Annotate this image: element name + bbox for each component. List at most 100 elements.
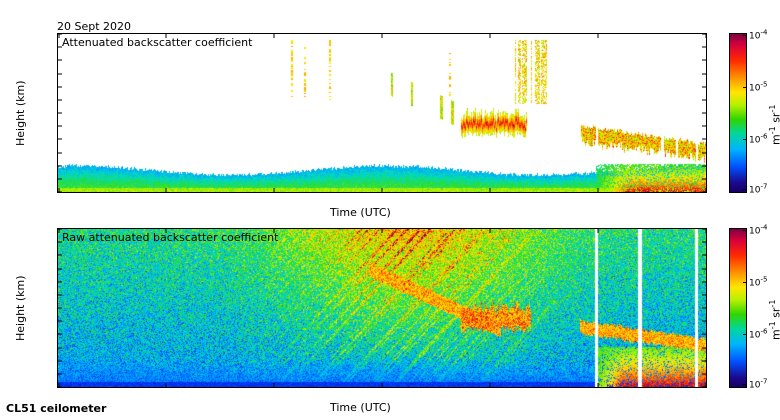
panel2-ylabel: Height (km)	[14, 275, 27, 341]
ytick-mark	[58, 178, 62, 180]
panel1-xlabel: Time (UTC)	[330, 206, 391, 219]
ytick-mark	[702, 254, 706, 256]
panel2-colorbar-label: m-1 sr-1	[768, 299, 780, 340]
ytick-mark	[58, 241, 62, 243]
xtick-mark	[381, 188, 383, 192]
ytick-mark	[58, 138, 62, 140]
panel2-xlabel: Time (UTC)	[330, 401, 391, 414]
panel1-colorbar-gradient	[730, 34, 746, 192]
ytick-mark	[702, 59, 706, 61]
colorbar2-tick: 10-6	[749, 327, 768, 341]
ytick-mark	[702, 152, 706, 153]
xtick-mark	[58, 34, 59, 38]
xtick-mark	[705, 229, 706, 233]
ytick-mark	[702, 294, 706, 296]
panel2-colorbar: 10-4 10-5 10-6 10-7	[729, 224, 767, 391]
ytick-mark	[58, 191, 62, 192]
xtick-mark	[597, 188, 599, 192]
ytick-mark	[702, 125, 706, 127]
colorbar-tick-mark	[743, 282, 746, 283]
ytick-mark	[702, 99, 706, 101]
ytick-mark	[702, 73, 706, 74]
colorbar1-tick: 10-7	[749, 182, 768, 196]
date-label: 20 Sept 2020	[57, 20, 132, 33]
colorbar-tick-mark	[743, 35, 746, 36]
ytick-mark	[58, 99, 62, 101]
xtick-mark	[273, 229, 275, 233]
xtick-mark	[705, 34, 706, 38]
attenuated-backscatter-plot	[58, 34, 706, 192]
ytick-mark	[58, 268, 62, 269]
ytick-mark	[58, 320, 62, 322]
ytick-mark	[702, 320, 706, 322]
ytick-mark	[702, 307, 706, 309]
colorbar-tick-mark	[743, 189, 746, 190]
colorbar-tick-mark	[743, 139, 746, 140]
ytick-mark	[702, 373, 706, 375]
ytick-mark	[702, 229, 706, 230]
xtick-mark	[273, 188, 275, 192]
xtick-mark	[273, 383, 275, 387]
colorbar2-tick: 10-7	[749, 377, 768, 391]
ytick-mark	[58, 333, 62, 335]
ytick-mark	[702, 191, 706, 192]
ytick-mark	[58, 125, 62, 127]
xtick-mark	[381, 229, 383, 233]
xtick-mark	[165, 383, 167, 387]
ytick-mark	[58, 34, 62, 35]
ytick-mark	[58, 373, 62, 375]
xtick-mark	[58, 229, 59, 233]
ytick-mark	[58, 360, 62, 362]
ytick-mark	[58, 46, 62, 48]
panel1-ylabel: Height (km)	[14, 80, 27, 146]
ytick-mark	[702, 34, 706, 35]
panel-raw-attenuated-backscatter: Raw attenuated backscatter coefficient 0…	[57, 228, 707, 388]
xtick-mark	[165, 34, 167, 38]
panel-attenuated-backscatter: Attenuated backscatter coefficient 01234…	[57, 33, 707, 193]
panel1-title: Attenuated backscatter coefficient	[62, 36, 253, 49]
panel1-colorbar-label: m-1 sr-1	[768, 104, 780, 145]
colorbar-tick-mark	[743, 87, 746, 88]
ytick-mark	[702, 241, 706, 243]
ytick-mark	[702, 138, 706, 140]
ytick-mark	[702, 178, 706, 180]
ytick-mark	[58, 59, 62, 61]
xtick-mark	[165, 229, 167, 233]
xtick-mark	[489, 188, 491, 192]
xtick-mark	[597, 229, 599, 233]
ytick-mark	[58, 152, 62, 153]
panel2-title: Raw attenuated backscatter coefficient	[62, 231, 279, 244]
xtick-mark	[165, 188, 167, 192]
xtick-mark	[705, 383, 706, 387]
ytick-mark	[702, 281, 706, 283]
ytick-mark	[58, 229, 62, 230]
xtick-mark	[489, 34, 491, 38]
ytick-mark	[58, 86, 62, 88]
xtick-mark	[381, 34, 383, 38]
ytick-mark	[702, 386, 706, 387]
xtick-mark	[597, 383, 599, 387]
xtick-mark	[705, 188, 706, 192]
xtick-mark	[58, 188, 59, 192]
ytick-mark	[58, 307, 62, 309]
ytick-mark	[702, 165, 706, 167]
colorbar1-tick: 10-5	[749, 80, 768, 94]
colorbar-tick-mark	[743, 230, 746, 231]
ytick-mark	[702, 347, 706, 348]
xtick-mark	[381, 383, 383, 387]
panel1-colorbar: 10-4 10-5 10-6 10-7	[729, 29, 767, 196]
ytick-mark	[58, 254, 62, 256]
ytick-mark	[702, 268, 706, 269]
ytick-mark	[58, 294, 62, 296]
xtick-mark	[489, 383, 491, 387]
ytick-mark	[702, 360, 706, 362]
ytick-mark	[702, 333, 706, 335]
ytick-mark	[58, 281, 62, 283]
xtick-mark	[489, 229, 491, 233]
ytick-mark	[58, 386, 62, 387]
colorbar2-tick: 10-4	[749, 223, 768, 237]
raw-attenuated-backscatter-plot	[58, 229, 706, 387]
ytick-mark	[702, 112, 706, 114]
ytick-mark	[58, 112, 62, 114]
ytick-mark	[702, 46, 706, 48]
